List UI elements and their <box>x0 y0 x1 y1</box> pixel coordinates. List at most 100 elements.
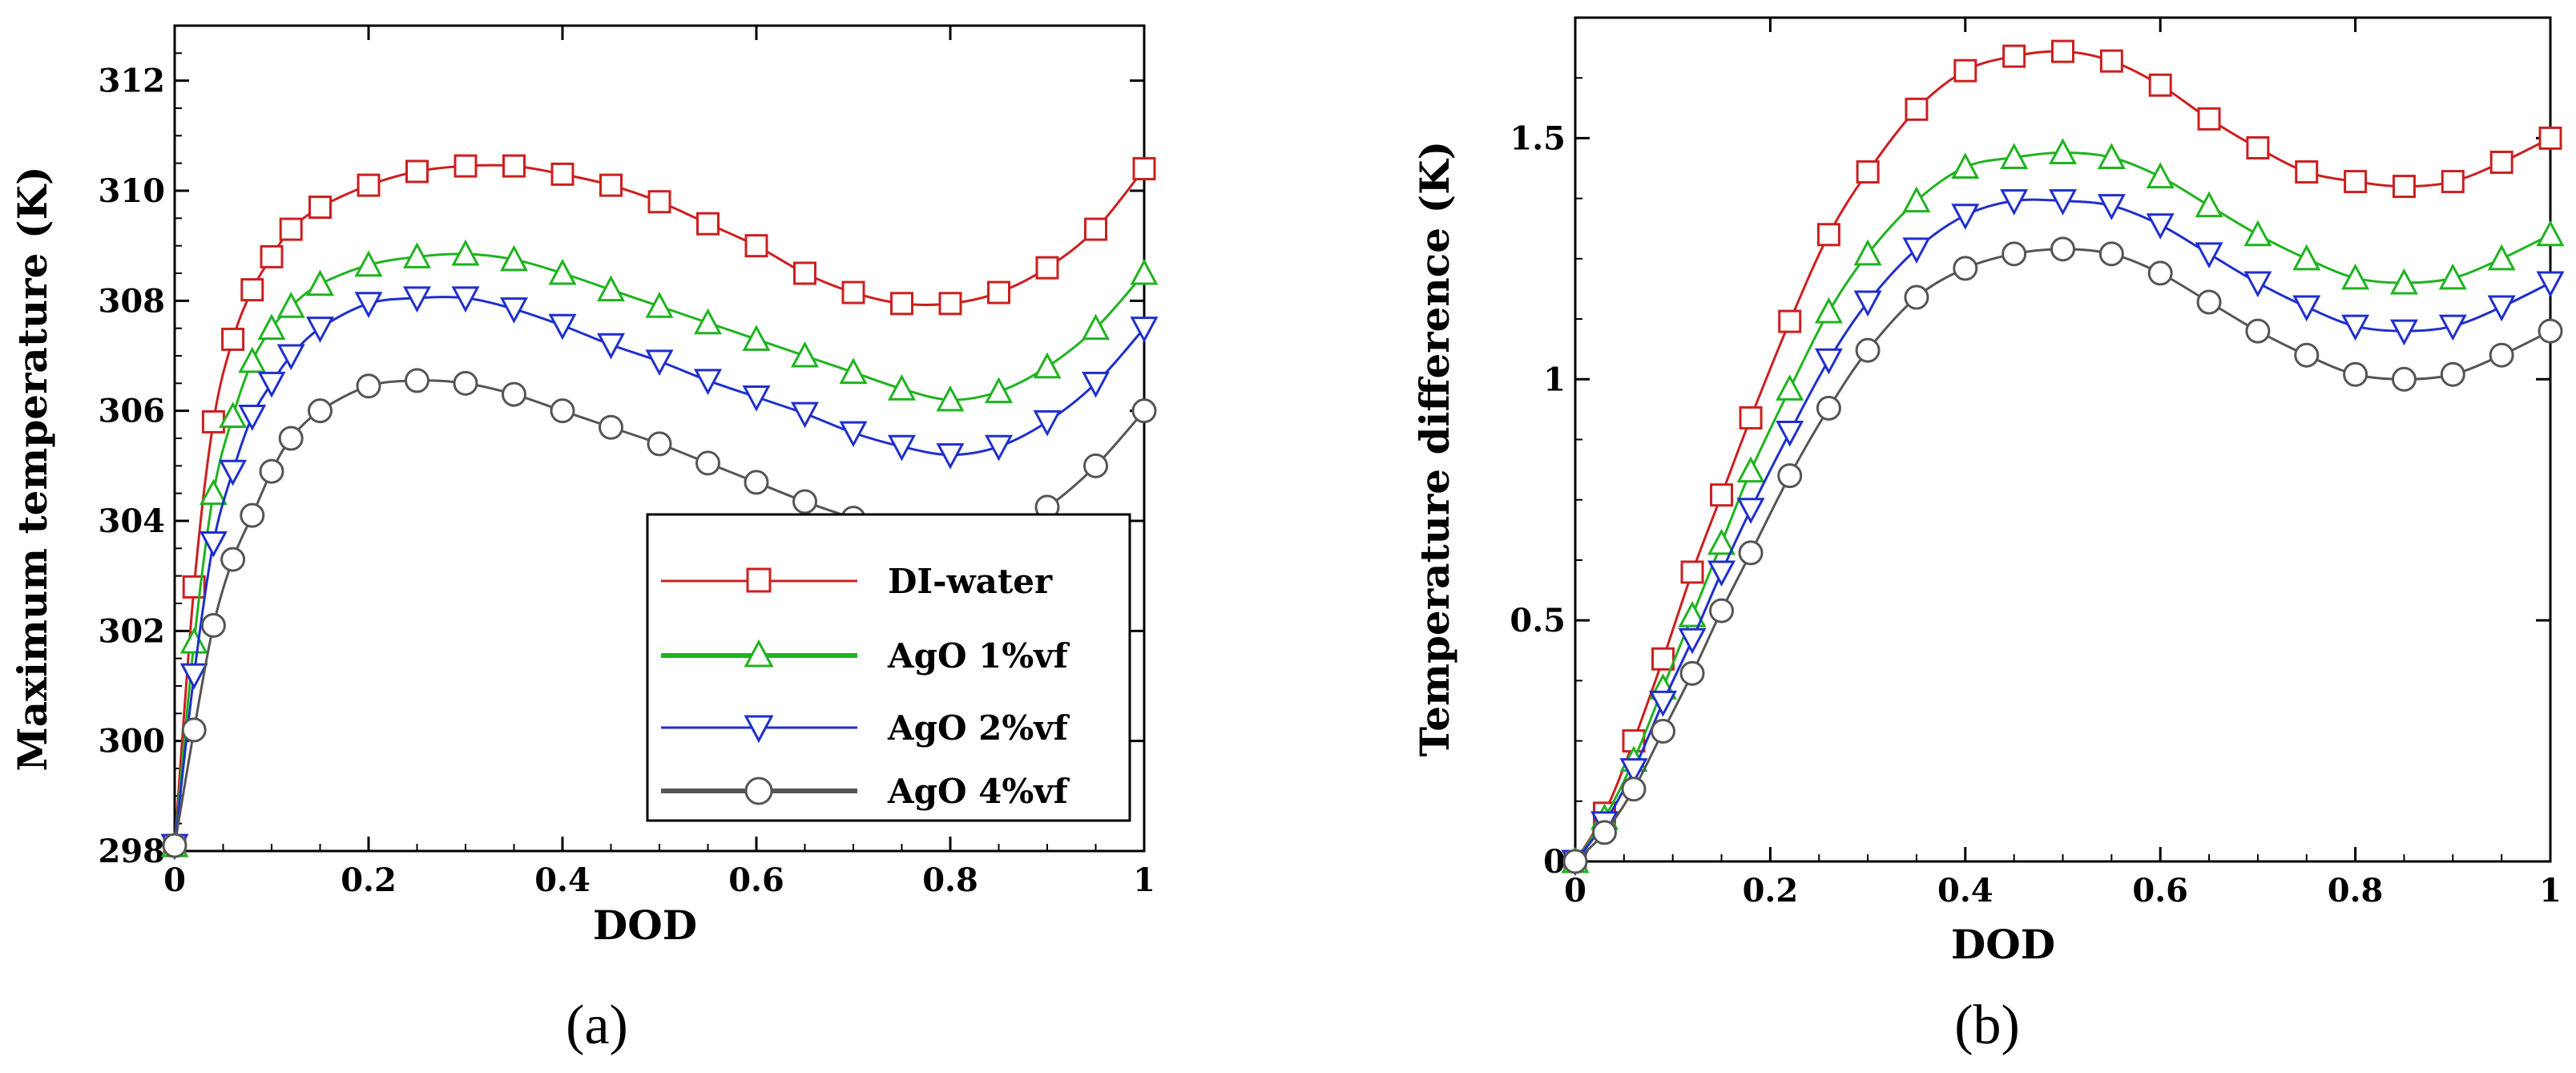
panel-b-data-point-di-water <box>2197 107 2221 131</box>
panel-a-data-point-ago-4-vf <box>647 431 672 457</box>
panel-a-data-point-ago-1-vf <box>179 627 208 654</box>
panel-a-data-point-di-water <box>279 217 303 241</box>
panel-a-data-point-di-water <box>987 280 1010 305</box>
panel-a-data-point-ago-2-vf <box>936 443 965 470</box>
legend-label-di-water: DI-water <box>888 562 1053 601</box>
panel-b-data-point-di-water <box>2002 44 2026 68</box>
panel-a-y-tick-label: 298 <box>99 833 166 870</box>
panel-b-data-point-ago-2-vf <box>2536 271 2565 298</box>
panel-a-x-axis-title: DOD <box>593 902 697 949</box>
panel-b-data-point-ago-2-vf <box>2341 314 2370 341</box>
panel-a-data-point-ago-4-vf <box>162 833 187 858</box>
legend-label-ago-4: AgO 4%vf <box>887 772 1070 811</box>
panel-a-data-point-ago-1-vf <box>219 401 248 429</box>
chart-panel-b: 0 0.2 0.4 0.6 0.8 1 0 0.5 1 1.5 DOD Temperature d… <box>1411 16 2565 1056</box>
panel-b-data-point-ago-1-vf <box>2487 244 2516 271</box>
panel-b-data-point-di-water <box>1905 97 1929 121</box>
panel-b-data-point-ago-4-vf <box>1592 820 1618 845</box>
panel-a-caption: (a) <box>566 994 628 1056</box>
panel-a-data-point-ago-1-vf <box>199 478 228 506</box>
panel-b-data-point-di-water <box>2538 126 2562 150</box>
panel-a-data-point-ago-1-vf <box>1033 352 1062 379</box>
panel-b-data-point-di-water <box>2344 170 2368 194</box>
panel-b-data-point-di-water <box>2295 160 2319 184</box>
panel-b-data-point-ago-2-vf <box>2097 194 2126 220</box>
panel-a-y-tick-label: 308 <box>99 282 166 320</box>
panel-b-data-point-ago-1-vf <box>2536 220 2565 247</box>
panel-a-data-point-ago-2-vf <box>402 286 432 313</box>
panel-a-data-point-ago-2-vf <box>887 434 917 462</box>
panel-a-data-point-ago-2-vf <box>1130 317 1159 343</box>
panel-b-data-point-ago-2-vf <box>1951 204 1980 230</box>
panel-b-data-point-ago-4-vf <box>2050 236 2075 262</box>
panel-a-y-axis-title: Maximum temperature (K) <box>9 166 56 771</box>
panel-a-data-point-ago-2-vf <box>548 313 577 341</box>
panel-b-data-point-ago-4-vf <box>2294 342 2320 368</box>
panel-a-data-point-di-water <box>696 212 720 236</box>
panel-a-data-point-ago-2-vf <box>305 317 335 343</box>
panel-b-data-point-ago-4-vf <box>1738 540 1764 566</box>
panel-a-data-point-ago-1-vf <box>1081 313 1111 341</box>
panel-a-data-point-di-water <box>454 154 478 178</box>
panel-b-data-point-ago-2-vf <box>1776 420 1804 447</box>
panel-a-data-point-ago-2-vf <box>984 434 1014 462</box>
panel-a-data-point-di-water <box>260 244 284 268</box>
panel-b-data-point-ago-1-vf <box>2292 244 2321 271</box>
panel-b-y-axis-title: Temperature difference (K) <box>1411 141 1458 756</box>
panel-b-data-point-ago-1-vf <box>1814 296 1843 324</box>
panel-a-data-point-ago-4-vf <box>405 368 429 393</box>
panel-b-data-point-ago-4-vf <box>2002 241 2027 267</box>
panel-a-data-point-ago-2-vf <box>179 663 208 690</box>
panel-b-data-point-ago-1-vf <box>1853 239 1882 266</box>
panel-b-data-point-ago-1-vf <box>2243 220 2272 247</box>
panel-a-y-tick-label: 312 <box>99 63 166 100</box>
panel-b-data-point-ago-4-vf <box>1679 660 1705 686</box>
panel-b-data-point-di-water <box>1856 160 1880 184</box>
panel-b-y-tick-label: 1.5 <box>1510 119 1566 157</box>
legend-marker-ago-4 <box>744 777 773 805</box>
panel-a-data-point-ago-4-vf <box>356 373 381 399</box>
panel-b-data-point-ago-2-vf <box>2438 314 2467 341</box>
panel-b-data-point-ago-4-vf <box>2196 289 2222 315</box>
panel-b-x-tick-label: 0.4 <box>1937 872 1993 910</box>
panel-a-data-point-di-water <box>357 173 381 197</box>
legend-item-di-water: DI-water <box>661 562 1053 601</box>
panel-b-data-point-ago-2-vf <box>1736 498 1765 524</box>
panel-a-data-point-ago-1-vf <box>1130 258 1159 285</box>
panel-a-data-point-ago-4-vf <box>220 547 246 572</box>
panel-a-data-point-ago-1-vf <box>276 292 305 318</box>
panel-b-plot-layer: 0 0.2 0.4 0.6 0.8 1 0 0.5 1 1.5 <box>1510 16 2565 910</box>
panel-b-data-point-ago-4-vf <box>1709 598 1735 623</box>
panel-b-data-point-ago-1-vf <box>1736 456 1765 483</box>
panel-b-data-point-ago-1-vf <box>1776 374 1804 401</box>
panel-a-data-point-di-water <box>308 196 332 220</box>
panel-b-data-point-di-water <box>2246 135 2270 159</box>
panel-a-data-point-ago-2-vf <box>199 530 228 558</box>
panel-a-data-point-ago-2-vf <box>451 286 480 313</box>
panel-a-data-point-ago-2-vf <box>742 385 771 412</box>
panel-b-data-point-ago-4-vf <box>1855 337 1881 363</box>
panel-a-data-point-ago-1-vf <box>354 250 383 277</box>
panel-a-data-point-ago-4-vf <box>744 470 769 495</box>
panel-b-data-point-ago-2-vf <box>2389 319 2418 346</box>
panel-b-x-tick-label: 1 <box>2539 872 2562 910</box>
chart-panel-a: 0 0.2 0.4 0.6 0.8 1 298 300 302 304 306 308 310 312 D… <box>9 24 1159 1056</box>
panel-b-data-point-ago-2-vf <box>1619 758 1648 785</box>
panel-b-data-point-ago-4-vf <box>2440 361 2465 387</box>
legend-marker-ago-2 <box>744 715 774 744</box>
panel-b-data-point-di-water <box>1651 647 1675 671</box>
panel-a-data-point-ago-4-vf <box>200 612 226 638</box>
panel-a-data-point-di-water <box>405 159 429 184</box>
panel-a-data-point-ago-4-vf <box>1131 398 1157 424</box>
panel-a-data-point-di-water <box>793 261 816 285</box>
panel-a-data-point-di-water <box>221 327 245 351</box>
panel-b-data-point-ago-1-vf <box>1707 528 1736 555</box>
panel-a-x-tick-label: 0.2 <box>341 861 397 899</box>
panel-a-data-point-ago-1-vf <box>936 385 965 412</box>
panel-a-data-point-ago-4-vf <box>240 502 265 528</box>
panel-b-data-point-ago-2-vf <box>1649 690 1678 717</box>
panel-b-data-point-ago-1-vf <box>1951 152 1980 180</box>
panel-b-x-tick-label: 0.2 <box>1743 872 1799 910</box>
panel-a-data-point-ago-1-vf <box>742 325 771 351</box>
panel-b-data-point-ago-2-vf <box>1678 627 1707 655</box>
